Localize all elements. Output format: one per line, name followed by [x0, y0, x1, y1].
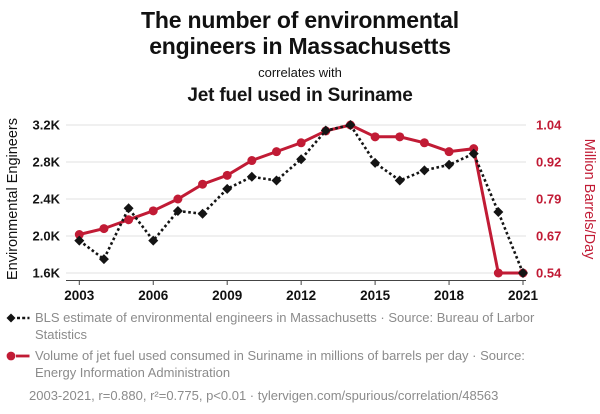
svg-text:0.92: 0.92	[536, 154, 561, 169]
svg-text:1.04: 1.04	[536, 117, 562, 132]
legend-item-label: Volume of jet fuel used consumed in Suri…	[35, 348, 525, 380]
svg-text:Million Barrels/Day: Million Barrels/Day	[581, 138, 597, 260]
svg-text:2021: 2021	[508, 288, 539, 303]
svg-text:2018: 2018	[434, 288, 465, 303]
legend-item-engineers: BLS estimate of environmental engineers …	[6, 310, 600, 343]
svg-text:2015: 2015	[360, 288, 391, 303]
svg-text:1.6K: 1.6K	[33, 265, 61, 280]
secondary-title: Jet fuel used in Suriname	[187, 84, 413, 106]
svg-text:0.54: 0.54	[536, 265, 562, 280]
svg-text:2012: 2012	[286, 288, 316, 303]
svg-text:2.8K: 2.8K	[33, 154, 61, 169]
legend-item-jet-fuel: Volume of jet fuel used consumed in Suri…	[6, 348, 600, 381]
legend: BLS estimate of environmental engineers …	[6, 310, 600, 382]
svg-text:2006: 2006	[138, 288, 169, 303]
dual-axis-line-chart: 3.2K 1.04 2.8K 0.92 2.4K 0.79 2.0K 0.67 1.6K 0.54…	[5, 117, 597, 303]
svg-text:Environmental Engineers: Environmental Engineers	[5, 118, 21, 280]
solid-circle-series-icon	[6, 351, 30, 361]
svg-text:2.0K: 2.0K	[33, 228, 61, 243]
svg-text:0.79: 0.79	[536, 191, 561, 206]
legend-item-label: BLS estimate of environmental engineers …	[35, 309, 535, 342]
svg-text:2003: 2003	[64, 288, 95, 303]
svg-text:2009: 2009	[212, 288, 242, 303]
spurious-correlation-card: The number of environmental engineers in…	[0, 7, 600, 414]
svg-text:0.67: 0.67	[536, 228, 561, 243]
stats-footer: 2003-2021, r=0.880, r²=0.775, p<0.01 · t…	[29, 388, 499, 404]
svg-text:3.2K: 3.2K	[33, 117, 61, 132]
correlates-with-label: correlates with	[258, 64, 342, 80]
svg-text:2.4K: 2.4K	[33, 191, 61, 206]
page-title: The number of environmental engineers in…	[141, 7, 459, 60]
dashed-diamond-series-icon	[6, 313, 30, 323]
